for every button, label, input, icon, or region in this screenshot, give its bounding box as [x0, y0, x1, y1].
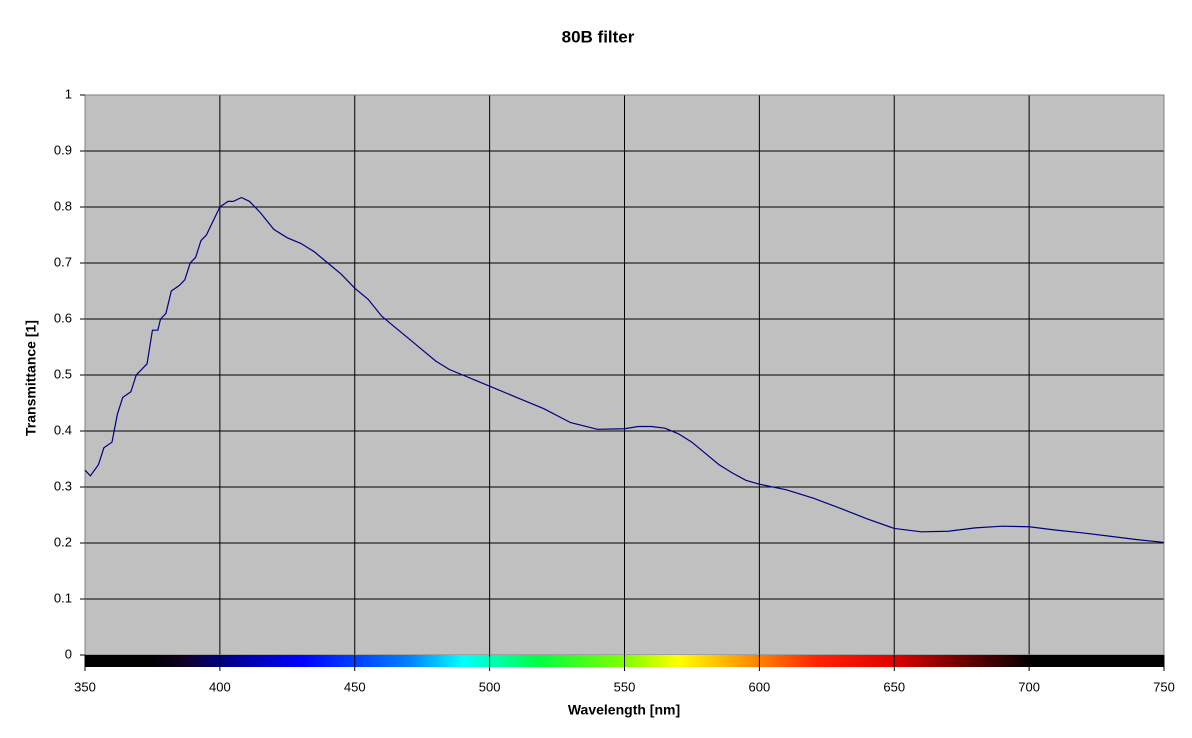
chart-title: 80B filter	[562, 27, 635, 46]
y-tick-label: 0.4	[54, 422, 72, 437]
y-tick-label: 0.2	[54, 534, 72, 549]
y-tick-label: 0.7	[54, 254, 72, 269]
y-axis-title: Transmittance [1]	[23, 320, 39, 436]
y-tick-label: 0.8	[54, 198, 72, 213]
x-tick-label: 650	[883, 679, 905, 694]
x-axis-title: Wavelength [nm]	[568, 702, 680, 718]
y-tick-label: 0.6	[54, 310, 72, 325]
y-tick-label: 1	[65, 86, 72, 101]
x-tick-label: 350	[74, 679, 96, 694]
y-tick-label: 0.5	[54, 366, 72, 381]
y-tick-label: 0.3	[54, 478, 72, 493]
x-tick-label: 450	[344, 679, 366, 694]
x-tick-label: 750	[1153, 679, 1175, 694]
x-tick-label: 550	[614, 679, 636, 694]
y-tick-label: 0.9	[54, 142, 72, 157]
data-line	[84, 196, 1165, 544]
x-tick-label: 500	[479, 679, 501, 694]
x-tick-label: 400	[209, 679, 231, 694]
y-tick-label: 0.1	[54, 590, 72, 605]
x-tick-label: 700	[1018, 679, 1040, 694]
y-tick-label: 0	[65, 646, 72, 661]
x-tick-label: 600	[749, 679, 771, 694]
